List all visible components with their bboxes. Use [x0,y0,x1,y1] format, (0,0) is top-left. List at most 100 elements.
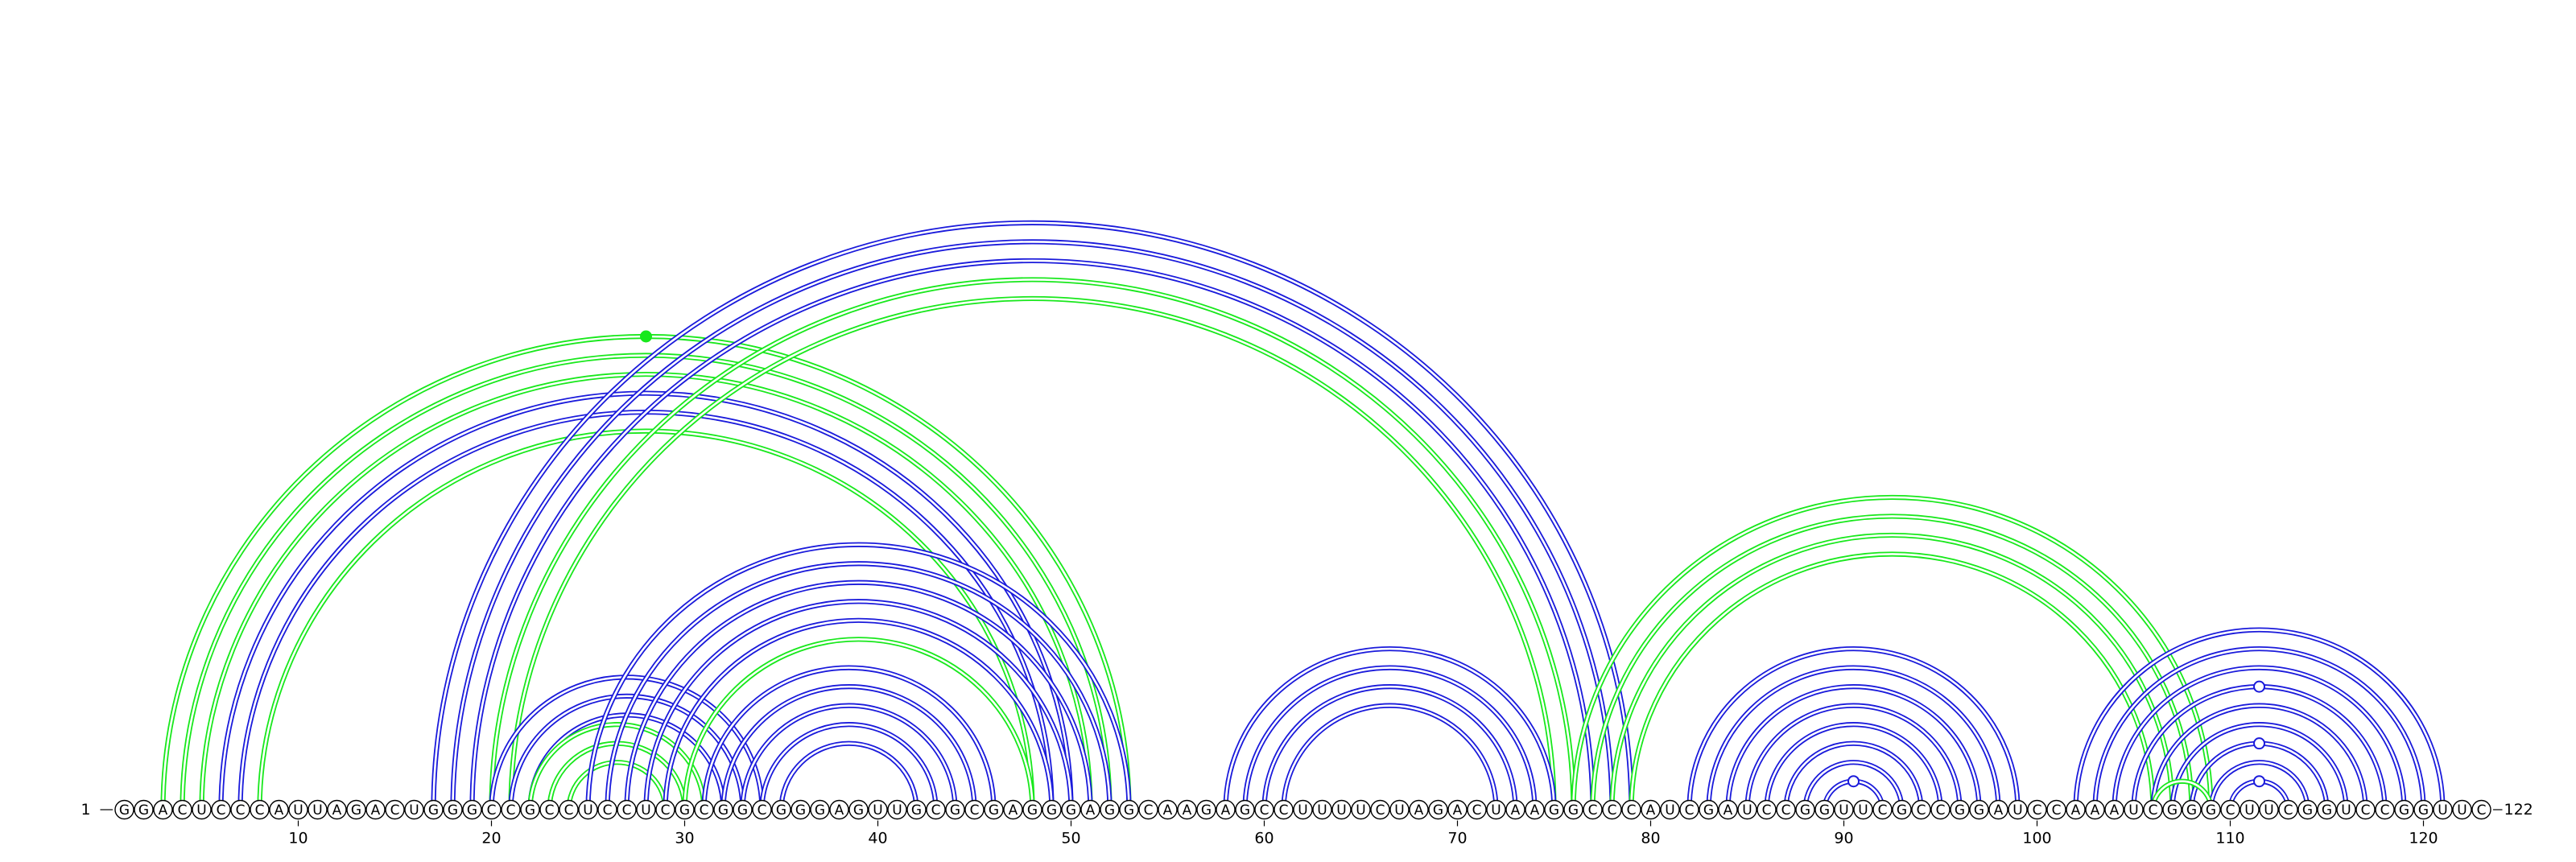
nucleotide-circle [1814,799,1835,820]
nucleotide-circle [172,799,192,820]
base-pair-arc-core [529,723,705,810]
nucleotide-circle [2182,799,2202,820]
nucleotide-letter: U [2013,802,2022,819]
nucleotide-letter: G [853,802,864,819]
base-pair-arc-core [1785,742,1922,810]
nucleotide-letter: G [2167,802,2178,819]
nucleotide: G [675,799,695,820]
nucleotide-circle [2413,799,2434,820]
base-pair-arc-core [181,354,1111,810]
base-pair-arc-core [2074,629,2444,810]
base-pair-arc-core [2152,780,2212,810]
nucleotide-letter: G [795,802,806,819]
nucleotide-letter: U [583,802,592,819]
nucleotide-letter: U [1298,802,1307,819]
nucleotide-letter: G [428,802,439,819]
markers-layer [640,330,2265,788]
base-pair-arc-core [1765,723,1942,810]
nucleotide: U [1293,799,1313,820]
position-tick: 40 [868,820,888,848]
base-pair-arc-core [625,581,1092,810]
nucleotide: C [2027,799,2047,820]
nucleotide-letter: C [487,802,497,819]
nucleotide-letter: C [178,802,188,819]
base-pair-arc-core [432,221,1633,810]
nucleotide-circle [1370,799,1390,820]
base-pair-arc-core [1804,761,1903,810]
helix-h7-green-right [1571,494,2214,810]
nucleotide-circle [1467,799,1487,820]
nucleotide: C [1776,799,1796,820]
base-pair-arc-core [587,543,1130,810]
nucleotide-letter: C [390,802,400,819]
nucleotide-letter: C [1627,802,1637,819]
base-pair-arc [180,353,1113,810]
nucleotide-circle [2394,799,2414,820]
nucleotide-circle [1022,799,1042,820]
nucleotide-circle [230,799,250,820]
nucleotide: A [1447,799,1468,820]
nucleotide-circle [1737,799,1757,820]
nucleotide-letter: G [2399,802,2409,819]
nucleotide-letter: C [1685,802,1695,819]
nucleotide-circle [501,799,521,820]
nucleotide-letter: C [2149,802,2158,819]
nucleotide: G [1699,799,1719,820]
nucleotide: U [288,799,308,820]
nucleotide-letter: G [737,802,748,819]
nucleotide: C [230,799,250,820]
nucleotide: C [1138,799,1158,820]
position-tick: 30 [675,820,695,848]
tick-label: 80 [1641,830,1660,848]
nucleotide-letter: G [776,802,786,819]
nucleotide-circle [1834,799,1854,820]
nucleotide-letter: G [2206,802,2216,819]
nucleotide-circle [964,799,985,820]
nucleotide: C [1602,799,1622,820]
nucleotide-circle [2201,799,2221,820]
nucleotide: G [1950,799,1970,820]
helix-h1-green-inner [257,428,1035,810]
nucleotide-circle [288,799,308,820]
nucleotide: C [501,799,521,820]
nucleotide-circle [520,799,540,820]
nucleotide-circle [114,799,134,820]
nucleotide-circle [713,799,733,820]
nucleotide: A [1718,799,1738,820]
nucleotide-letter: G [138,802,149,819]
tick-label: 100 [2022,830,2051,848]
nucleotide-letter: U [2457,802,2467,819]
nucleotide-circle [2355,799,2376,820]
nucleotide: U [868,799,888,820]
nucleotide-letter: A [1994,802,2004,819]
position-tick: 50 [1061,820,1081,848]
base-pair-arc-core [2171,723,2347,810]
nucleotide: C [1370,799,1390,820]
nucleotide-letter: G [679,802,690,819]
nucleotide: G [2201,799,2221,820]
nucleotide-circle [1525,799,1545,820]
nucleotide-letter: C [2052,802,2062,819]
nucleotide-circle [1563,799,1583,820]
base-pair-arc [2169,722,2349,810]
nucleotide: U [2124,799,2144,820]
base-pair-arc-core [1282,704,1497,810]
nucleotide-circle [443,799,463,820]
nucleotide-letter: U [409,802,419,819]
nucleotide-circle [1699,799,1719,820]
nucleotide-circle [694,799,714,820]
nucleotide: G [791,799,811,820]
nucleotide-letter: U [312,802,322,819]
nucleotide-circle [1950,799,1970,820]
nucleotide-letter: G [1066,802,1076,819]
nucleotide: U [1486,799,1506,820]
nucleotide: G [906,799,927,820]
helix-h2-green-long [489,277,1576,810]
nucleotide-letter: G [467,802,477,819]
nucleotide-circle [771,799,791,820]
nucleotide-circle [269,799,289,820]
nucleotide-letter: U [873,802,882,819]
nucleotide-letter: C [1762,802,1772,819]
nucleotide-letter: C [2380,802,2390,819]
nucleotide: U [404,799,424,820]
